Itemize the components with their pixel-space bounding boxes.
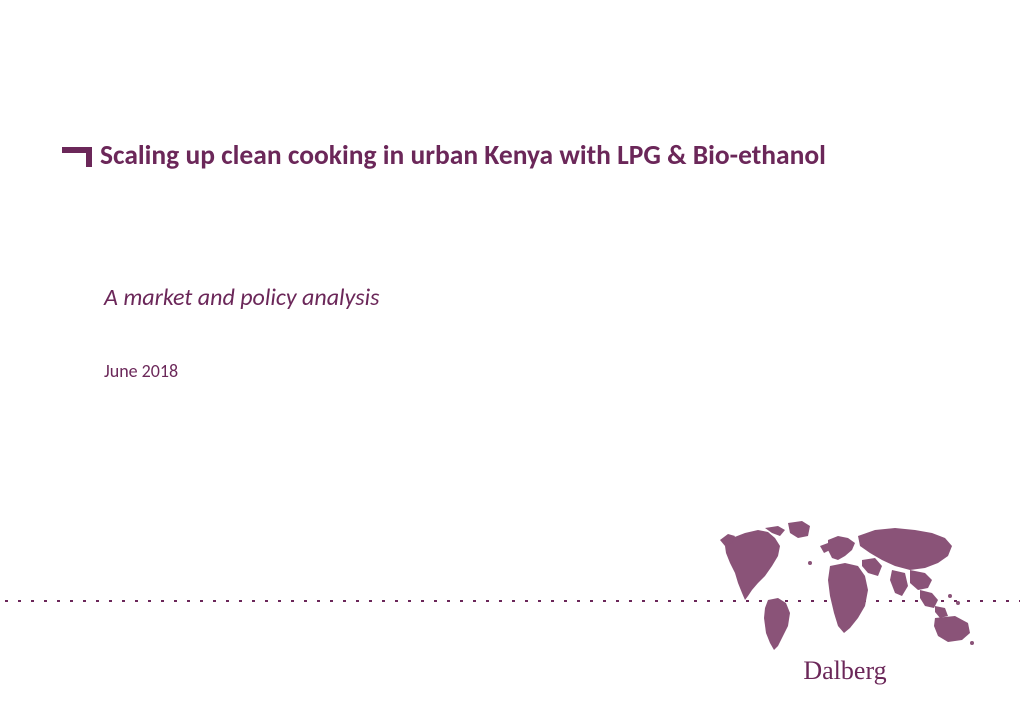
title-row: Scaling up clean cooking in urban Kenya … — [62, 141, 826, 171]
title-bullet-icon — [62, 147, 92, 165]
page-subtitle: A market and policy analysis — [104, 283, 379, 312]
brand-name: Dalberg — [710, 656, 980, 686]
world-map-icon — [710, 518, 980, 658]
page-title: Scaling up clean cooking in urban Kenya … — [100, 141, 826, 171]
date-label: June 2018 — [104, 360, 178, 382]
brand-logo: Dalberg — [710, 518, 980, 686]
